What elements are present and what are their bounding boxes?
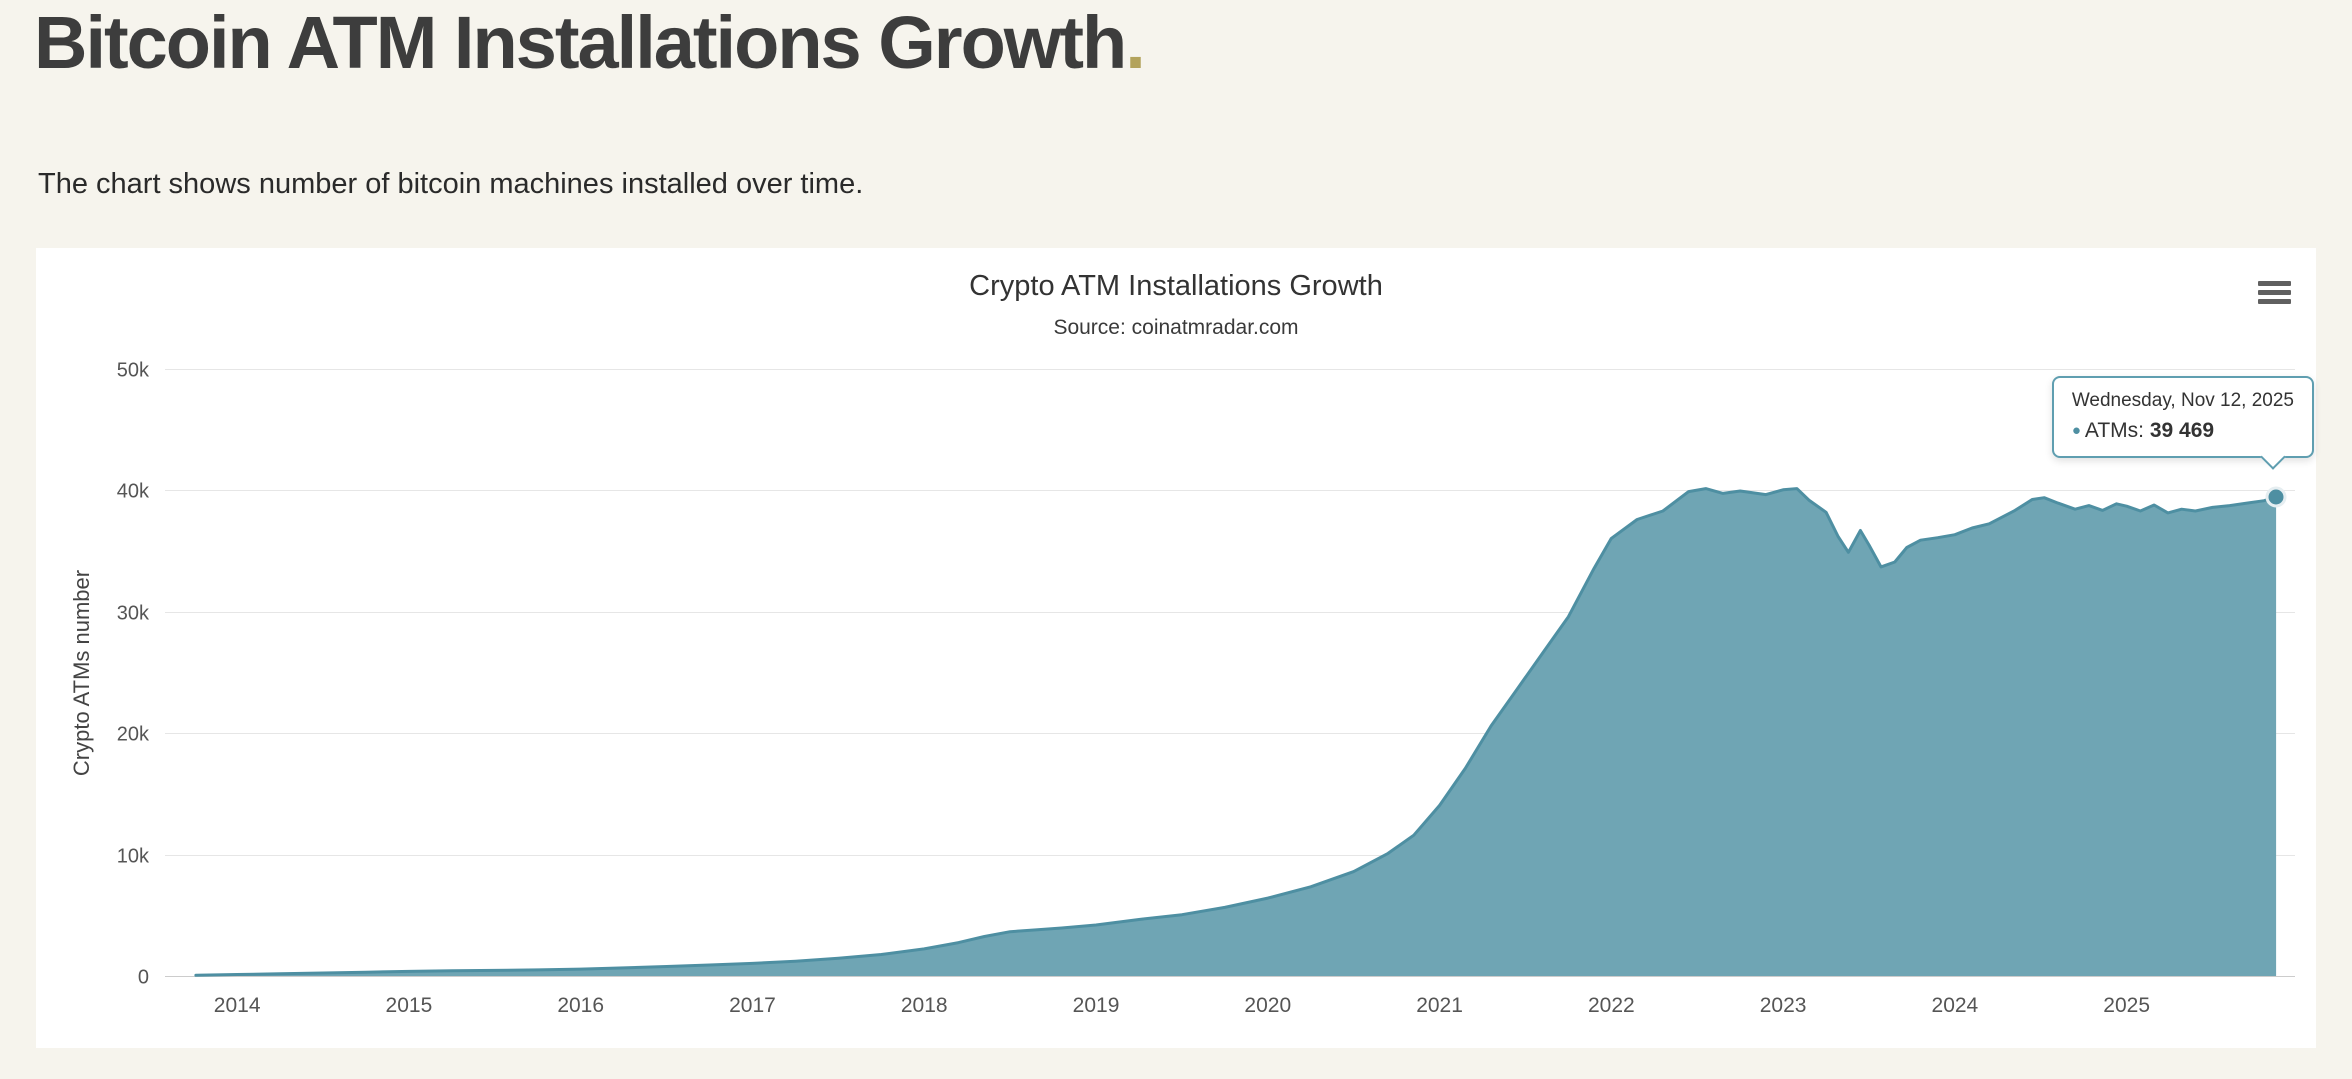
page-title-accent-dot: . (1125, 1, 1146, 84)
page-title: Bitcoin ATM Installations Growth. (34, 0, 1146, 85)
y-tick-label: 50k (117, 360, 150, 382)
y-tick-label: 10k (117, 846, 150, 868)
x-tick-label: 2021 (1416, 994, 1463, 1017)
page-description: The chart shows number of bitcoin machin… (38, 168, 864, 200)
series-bullet-icon: ● (2071, 422, 2081, 439)
chart-card: Crypto ATM Installations Growth Source: … (36, 248, 2316, 1048)
y-tick-label: 0 (138, 967, 149, 989)
tooltip-series-label: ATMs: (2084, 419, 2144, 442)
x-tick-label: 2023 (1760, 994, 1807, 1017)
x-tick-label: 2016 (557, 994, 604, 1017)
y-tick-label: 30k (117, 603, 150, 625)
x-tick-label: 2017 (729, 994, 776, 1017)
tooltip-date: Wednesday, Nov 12, 2025 (2071, 390, 2294, 411)
chart-subtitle: Source: coinatmradar.com (1053, 316, 1299, 339)
hamburger-icon (2257, 280, 2291, 286)
y-tick-label: 40k (117, 481, 150, 503)
last-point-marker[interactable] (2265, 486, 2287, 508)
hamburger-icon (2257, 289, 2291, 295)
x-tick-label: 2014 (214, 994, 261, 1017)
tooltip-value: 39 469 (2149, 419, 2215, 442)
x-tick-label: 2025 (2103, 994, 2150, 1017)
chart-context-menu-button[interactable] (2254, 274, 2294, 310)
chart-svg[interactable]: 0 10k 20k 30k 40k 50k 2014 2015 2016 2017 2018 2019… (36, 248, 2316, 1048)
tooltip-series-row: ● ATMs: 39 469 (2072, 419, 2294, 443)
chart-title: Crypto ATM Installations Growth (969, 270, 1383, 302)
series-line (194, 487, 2278, 977)
page-title-text: Bitcoin ATM Installations Growth (34, 1, 1127, 84)
x-tick-label: 2020 (1244, 994, 1291, 1017)
x-tick-label: 2022 (1588, 994, 1635, 1017)
area-series (195, 488, 2277, 976)
hamburger-icon (2257, 298, 2291, 304)
x-tick-label: 2019 (1073, 994, 1120, 1017)
x-tick-label: 2024 (1932, 994, 1979, 1017)
x-tick-label: 2018 (901, 994, 948, 1017)
y-tick-label: 20k (117, 724, 150, 746)
chart-tooltip: Wednesday, Nov 12, 2025 ● ATMs: 39 469 (2051, 376, 2314, 458)
x-tick-label: 2015 (386, 994, 433, 1017)
